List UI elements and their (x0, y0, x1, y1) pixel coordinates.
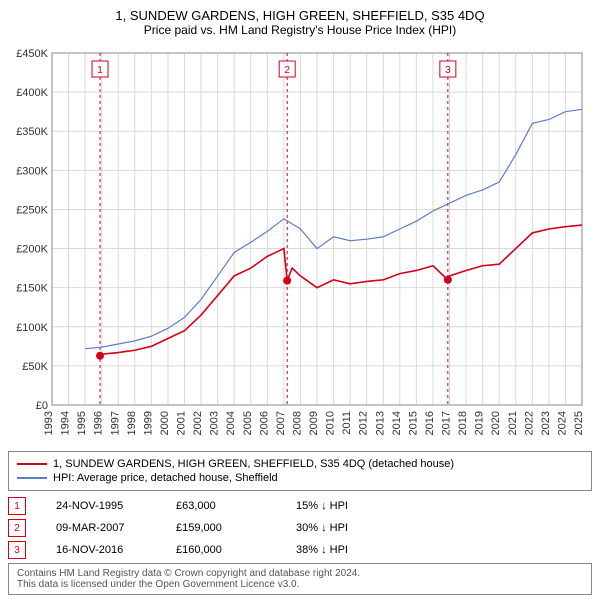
svg-text:2009: 2009 (308, 411, 320, 435)
svg-text:2004: 2004 (225, 411, 237, 435)
svg-text:2010: 2010 (325, 411, 337, 435)
svg-text:2: 2 (284, 65, 290, 76)
chart-title: 1, SUNDEW GARDENS, HIGH GREEN, SHEFFIELD… (8, 8, 592, 23)
svg-text:2002: 2002 (192, 411, 204, 435)
marker-date: 09-MAR-2007 (56, 522, 146, 534)
legend-row: 1, SUNDEW GARDENS, HIGH GREEN, SHEFFIELD… (17, 458, 583, 470)
svg-text:£150K: £150K (16, 283, 48, 295)
svg-text:3: 3 (445, 65, 451, 76)
marker-row: 2 09-MAR-2007 £159,000 30% ↓ HPI (8, 519, 592, 537)
svg-text:1998: 1998 (126, 411, 138, 435)
svg-text:2008: 2008 (291, 411, 303, 435)
svg-text:2020: 2020 (490, 411, 502, 435)
marker-badge: 2 (8, 519, 26, 537)
svg-text:2021: 2021 (507, 411, 519, 435)
svg-text:2023: 2023 (540, 411, 552, 435)
marker-price: £160,000 (176, 544, 266, 556)
svg-text:1997: 1997 (109, 411, 121, 435)
marker-delta: 15% ↓ HPI (296, 500, 386, 512)
svg-text:2000: 2000 (159, 411, 171, 435)
svg-text:2013: 2013 (374, 411, 386, 435)
svg-text:1995: 1995 (76, 411, 88, 435)
marker-date: 24-NOV-1995 (56, 500, 146, 512)
svg-text:2014: 2014 (391, 411, 403, 435)
marker-price: £63,000 (176, 500, 266, 512)
svg-text:2018: 2018 (457, 411, 469, 435)
svg-text:1994: 1994 (60, 411, 72, 435)
marker-delta: 30% ↓ HPI (296, 522, 386, 534)
legend-label: HPI: Average price, detached house, Shef… (53, 472, 278, 484)
svg-text:2006: 2006 (258, 411, 270, 435)
legend-label: 1, SUNDEW GARDENS, HIGH GREEN, SHEFFIELD… (53, 458, 454, 470)
footer-line-1: Contains HM Land Registry data © Crown c… (17, 568, 583, 579)
svg-text:£100K: £100K (16, 322, 48, 334)
svg-text:£200K: £200K (16, 244, 48, 256)
svg-text:£0: £0 (36, 400, 48, 412)
marker-price: £159,000 (176, 522, 266, 534)
chart-subtitle: Price paid vs. HM Land Registry's House … (8, 23, 592, 37)
legend-row: HPI: Average price, detached house, Shef… (17, 472, 583, 484)
legend-box: 1, SUNDEW GARDENS, HIGH GREEN, SHEFFIELD… (8, 451, 592, 491)
svg-text:1999: 1999 (142, 411, 154, 435)
svg-text:2022: 2022 (523, 411, 535, 435)
svg-text:1993: 1993 (43, 411, 55, 435)
marker-table: 1 24-NOV-1995 £63,000 15% ↓ HPI 2 09-MAR-2007… (8, 497, 592, 559)
svg-text:£250K: £250K (16, 204, 48, 216)
marker-badge: 1 (8, 497, 26, 515)
svg-text:2016: 2016 (424, 411, 436, 435)
svg-text:2011: 2011 (341, 411, 353, 435)
chart-svg: £0 £50K £100K £150K £200K £250K £300K £350K £400… (8, 45, 592, 445)
svg-text:2012: 2012 (358, 411, 370, 435)
marker-row: 1 24-NOV-1995 £63,000 15% ↓ HPI (8, 497, 592, 515)
footer-box: Contains HM Land Registry data © Crown c… (8, 563, 592, 595)
svg-text:£400K: £400K (16, 87, 48, 99)
svg-text:£350K: £350K (16, 126, 48, 138)
svg-text:2019: 2019 (474, 411, 486, 435)
marker-delta: 38% ↓ HPI (296, 544, 386, 556)
footer-line-2: This data is licensed under the Open Gov… (17, 579, 583, 590)
svg-text:2017: 2017 (441, 411, 453, 435)
legend-swatch (17, 477, 47, 479)
marker-row: 3 16-NOV-2016 £160,000 38% ↓ HPI (8, 541, 592, 559)
svg-text:1: 1 (97, 65, 103, 76)
svg-text:1996: 1996 (93, 411, 105, 435)
svg-text:2024: 2024 (556, 411, 568, 435)
svg-text:2003: 2003 (209, 411, 221, 435)
svg-text:2007: 2007 (275, 411, 287, 435)
marker-badge: 3 (8, 541, 26, 559)
svg-text:2001: 2001 (176, 411, 188, 435)
svg-text:£300K: £300K (16, 165, 48, 177)
legend-swatch (17, 463, 47, 465)
svg-text:2015: 2015 (407, 411, 419, 435)
chart-area: £0 £50K £100K £150K £200K £250K £300K £350K £400… (8, 45, 592, 445)
svg-text:2025: 2025 (573, 411, 585, 435)
svg-text:£450K: £450K (16, 48, 48, 60)
svg-text:2005: 2005 (242, 411, 254, 435)
marker-date: 16-NOV-2016 (56, 544, 146, 556)
svg-text:£50K: £50K (22, 361, 48, 373)
